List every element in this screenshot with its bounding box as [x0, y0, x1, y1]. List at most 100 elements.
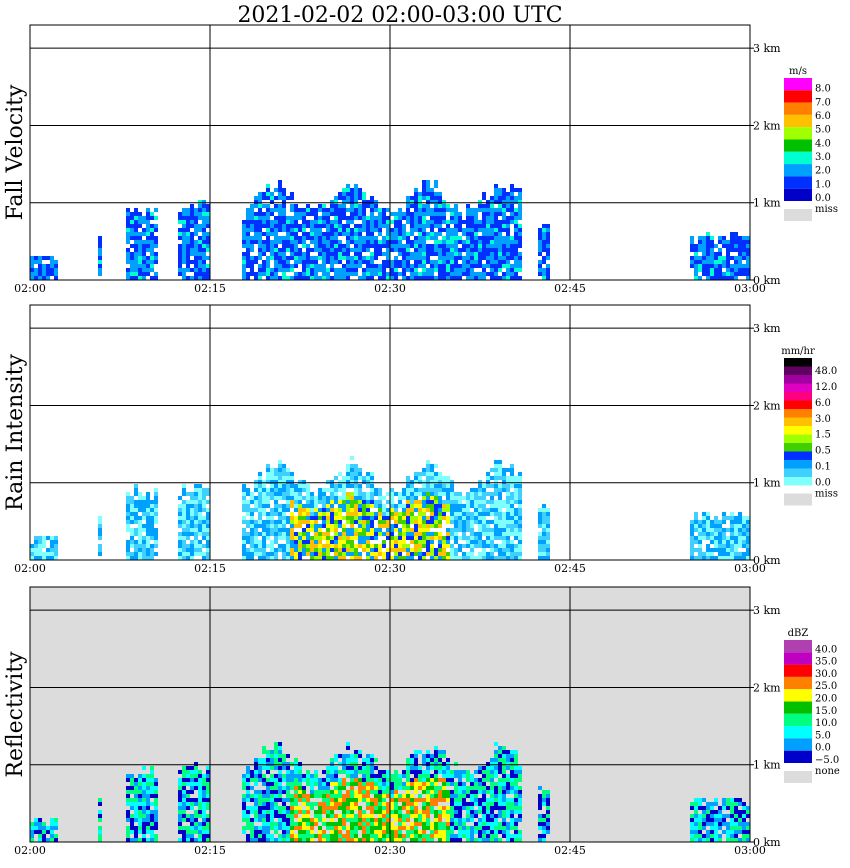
echo-cell — [182, 544, 186, 548]
echo-cell — [290, 484, 294, 488]
echo-cell — [270, 244, 274, 248]
echo-cell — [342, 782, 346, 786]
echo-cell — [462, 830, 466, 834]
echo-cell — [54, 276, 58, 280]
echo-cell — [446, 256, 450, 260]
echo-cell — [370, 208, 374, 212]
echo-cell — [326, 232, 330, 236]
echo-cell — [254, 480, 258, 484]
echo-cell — [130, 552, 134, 556]
echo-cell — [186, 766, 190, 770]
echo-cell — [354, 272, 358, 276]
colorbar-missing-swatch — [784, 209, 812, 221]
echo-cell — [42, 268, 46, 272]
echo-cell — [294, 794, 298, 798]
echo-cell — [134, 540, 138, 544]
echo-cell — [454, 492, 458, 496]
echo-cell — [462, 770, 466, 774]
echo-cell — [514, 224, 518, 228]
echo-cell — [318, 778, 322, 782]
echo-cell — [322, 794, 326, 798]
echo-cell — [338, 212, 342, 216]
echo-cell — [446, 484, 450, 488]
echo-cell — [714, 276, 718, 280]
echo-cell — [254, 484, 258, 488]
echo-cell — [714, 548, 718, 552]
echo-cell — [426, 782, 430, 786]
echo-cell — [242, 830, 246, 834]
echo-cell — [470, 524, 474, 528]
echo-cell — [270, 224, 274, 228]
echo-cell — [446, 244, 450, 248]
echo-cell — [358, 516, 362, 520]
echo-cell — [514, 488, 518, 492]
echo-cell — [426, 524, 430, 528]
echo-cell — [542, 240, 546, 244]
echo-cell — [422, 256, 426, 260]
echo-cell — [130, 786, 134, 790]
echo-cell — [478, 552, 482, 556]
echo-cell — [542, 224, 546, 228]
echo-cell — [398, 260, 402, 264]
echo-cell — [386, 520, 390, 524]
echo-cell — [426, 826, 430, 830]
echo-cell — [502, 204, 506, 208]
echo-cell — [282, 248, 286, 252]
echo-cell — [730, 552, 734, 556]
echo-cell — [518, 488, 522, 492]
echo-cell — [498, 548, 502, 552]
echo-cell — [466, 264, 470, 268]
echo-cell — [446, 236, 450, 240]
echo-cell — [134, 782, 138, 786]
echo-cell — [506, 548, 510, 552]
echo-cell — [358, 822, 362, 826]
echo-cell — [134, 500, 138, 504]
echo-cell — [358, 556, 362, 560]
echo-cell — [422, 758, 426, 762]
echo-cell — [378, 224, 382, 228]
echo-cell — [298, 492, 302, 496]
echo-cell — [330, 826, 334, 830]
echo-cell — [442, 770, 446, 774]
echo-cell — [418, 200, 422, 204]
echo-cell — [350, 216, 354, 220]
echo-cell — [378, 782, 382, 786]
echo-cell — [414, 216, 418, 220]
echo-cell — [370, 500, 374, 504]
echo-cell — [322, 818, 326, 822]
echo-cell — [742, 552, 746, 556]
echo-cell — [290, 528, 294, 532]
echo-cell — [382, 212, 386, 216]
echo-cell — [378, 500, 382, 504]
echo-cell — [718, 264, 722, 268]
echo-cell — [410, 484, 414, 488]
echo-cell — [378, 268, 382, 272]
echo-cell — [202, 536, 206, 540]
echo-cell — [362, 240, 366, 244]
echo-cell — [354, 826, 358, 830]
echo-cell — [98, 524, 102, 528]
echo-cell — [298, 770, 302, 774]
echo-cell — [50, 536, 54, 540]
echo-cell — [702, 244, 706, 248]
echo-cell — [462, 556, 466, 560]
echo-cell — [290, 276, 294, 280]
echo-cell — [262, 536, 266, 540]
echo-cell — [450, 232, 454, 236]
echo-cell — [302, 236, 306, 240]
echo-cell — [542, 248, 546, 252]
echo-cell — [418, 504, 422, 508]
echo-cell — [142, 528, 146, 532]
echo-cell — [546, 236, 550, 240]
echo-cell — [406, 512, 410, 516]
echo-cell — [278, 260, 282, 264]
colorbar-label: 48.0 — [815, 366, 837, 377]
echo-cell — [510, 184, 514, 188]
echo-cell — [438, 196, 442, 200]
echo-cell — [374, 492, 378, 496]
echo-cell — [54, 264, 58, 268]
echo-cell — [298, 524, 302, 528]
echo-cell — [366, 790, 370, 794]
echo-cell — [258, 488, 262, 492]
echo-cell — [286, 216, 290, 220]
